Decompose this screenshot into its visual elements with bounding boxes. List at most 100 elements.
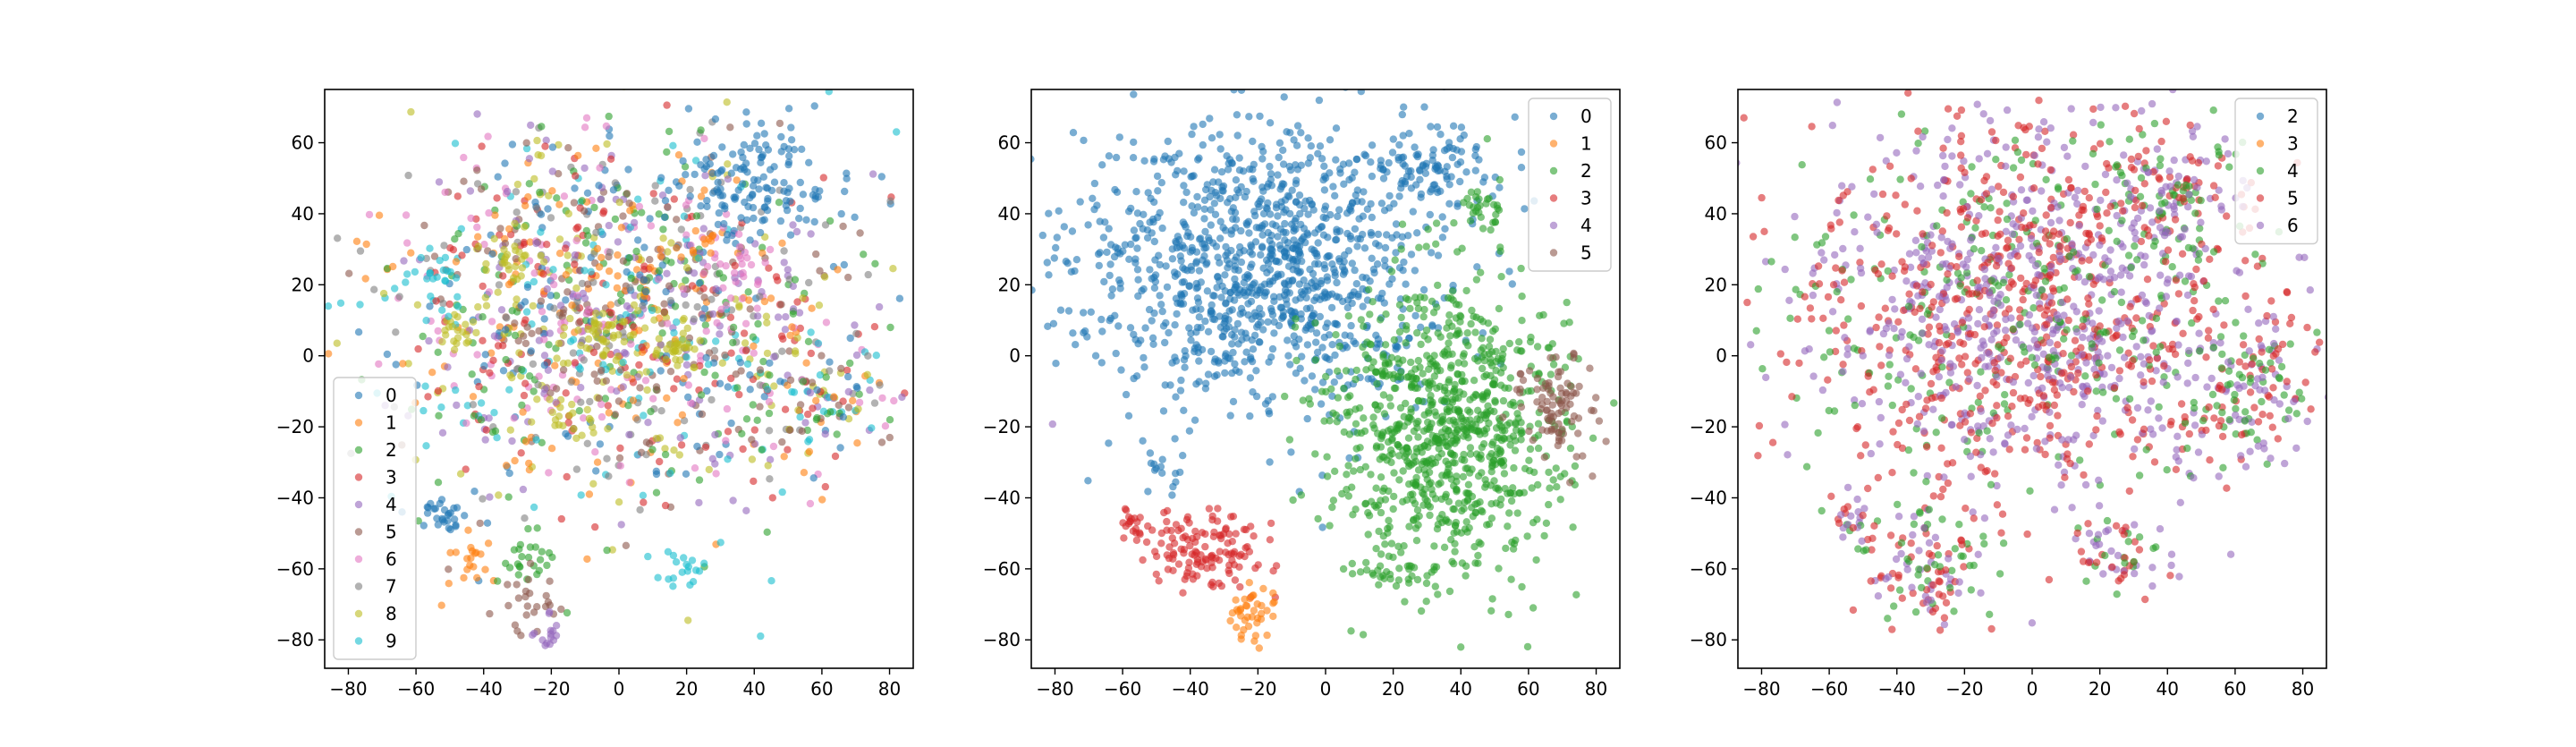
- data-point-0: [1216, 217, 1224, 225]
- data-point-0: [784, 158, 793, 166]
- data-point-8: [578, 431, 586, 439]
- data-point-0: [662, 287, 670, 296]
- data-point-0: [1100, 277, 1108, 286]
- data-point-6: [625, 479, 633, 487]
- data-point-0: [1413, 152, 1422, 161]
- data-point-2: [584, 232, 592, 240]
- data-point-0: [1249, 345, 1258, 353]
- data-point-2: [1487, 468, 1496, 476]
- data-point-0: [452, 521, 460, 530]
- data-point-2: [1450, 219, 1458, 227]
- data-point-0: [1328, 392, 1336, 400]
- data-point-0: [1167, 158, 1175, 166]
- data-point-0: [1234, 340, 1242, 348]
- data-point-2: [1443, 397, 1452, 405]
- y-tick-label: 60: [998, 132, 1021, 154]
- data-point-0: [1258, 243, 1267, 251]
- legend-marker-6: [354, 555, 363, 564]
- data-point-6: [716, 260, 724, 268]
- data-point-7: [636, 505, 644, 514]
- data-point-5: [786, 376, 795, 385]
- data-point-6: [1986, 116, 1995, 125]
- data-point-6: [1948, 152, 1956, 160]
- data-point-4: [770, 352, 778, 361]
- data-point-0: [1264, 199, 1272, 208]
- data-point-0: [1217, 293, 1225, 301]
- data-point-2: [1420, 466, 1428, 474]
- data-point-2: [1428, 398, 1436, 406]
- data-point-0: [693, 138, 701, 146]
- x-tick-label: 20: [675, 678, 698, 700]
- data-point-0: [562, 296, 570, 304]
- data-point-2: [1365, 512, 1374, 520]
- data-point-2: [766, 371, 774, 379]
- data-point-0: [1248, 250, 1257, 259]
- data-point-4: [792, 227, 801, 236]
- data-point-0: [714, 178, 722, 187]
- data-point-0: [1165, 328, 1173, 337]
- data-point-0: [1325, 331, 1334, 339]
- data-point-0: [1214, 357, 1223, 365]
- data-point-0: [1108, 285, 1117, 293]
- data-point-0: [1098, 161, 1106, 169]
- data-point-5: [504, 581, 512, 589]
- data-point-0: [1110, 252, 1119, 261]
- data-point-0: [1178, 278, 1187, 286]
- data-point-3: [246, 65, 253, 72]
- data-point-5: [1758, 193, 1766, 202]
- data-point-0: [851, 213, 859, 221]
- data-point-1: [477, 550, 485, 558]
- data-point-2: [1415, 512, 1423, 521]
- data-point-0: [944, 197, 951, 204]
- data-point-0: [1156, 260, 1165, 269]
- data-point-8: [546, 395, 554, 403]
- data-point-2: [1427, 479, 1435, 487]
- data-point-0: [1257, 283, 1266, 291]
- data-point-2: [1431, 458, 1440, 467]
- data-point-2: [563, 608, 572, 617]
- data-point-0: [1177, 290, 1185, 298]
- data-point-2: [1517, 419, 1525, 427]
- data-point-2: [1411, 499, 1419, 508]
- data-point-6: [2255, 319, 2263, 327]
- data-point-6: [2028, 412, 2036, 420]
- data-point-0: [799, 191, 808, 199]
- data-point-6: [738, 260, 746, 268]
- data-point-2: [1534, 480, 1542, 489]
- data-point-8: [333, 339, 341, 347]
- data-point-5: [1547, 427, 1555, 435]
- data-point-7: [572, 465, 581, 473]
- data-point-0: [1368, 141, 1377, 149]
- data-point-3: [1267, 519, 1275, 528]
- data-point-0: [499, 367, 508, 375]
- data-point-2: [1477, 411, 1486, 419]
- data-point-7: [334, 234, 342, 242]
- data-point-9: [445, 312, 453, 320]
- data-point-8: [570, 425, 578, 433]
- data-point-6: [480, 241, 488, 249]
- x-tick-label: 80: [1585, 678, 1607, 700]
- data-point-0: [1320, 260, 1328, 269]
- data-point-2: [504, 493, 513, 501]
- data-point-1: [691, 226, 699, 235]
- data-point-0: [739, 180, 747, 188]
- data-point-0: [1292, 296, 1300, 304]
- legend-box: [1528, 98, 1612, 272]
- data-point-8: [510, 274, 518, 282]
- data-point-2: [1407, 408, 1415, 417]
- data-point-2: [1490, 477, 1498, 485]
- data-point-2: [1489, 327, 1497, 335]
- data-point-2: [846, 359, 854, 368]
- data-point-2: [1419, 369, 1427, 378]
- data-point-8: [564, 209, 572, 218]
- data-point-0: [1210, 199, 1219, 208]
- data-point-8: [266, 237, 273, 244]
- data-point-0: [1409, 208, 1418, 216]
- data-point-0: [1379, 174, 1388, 183]
- data-point-4: [2063, 326, 2071, 334]
- data-point-6: [1939, 151, 1947, 160]
- data-point-2: [1483, 135, 1492, 143]
- data-point-6: [765, 397, 774, 406]
- data-point-0: [1256, 198, 1264, 206]
- data-point-5: [1589, 407, 1598, 415]
